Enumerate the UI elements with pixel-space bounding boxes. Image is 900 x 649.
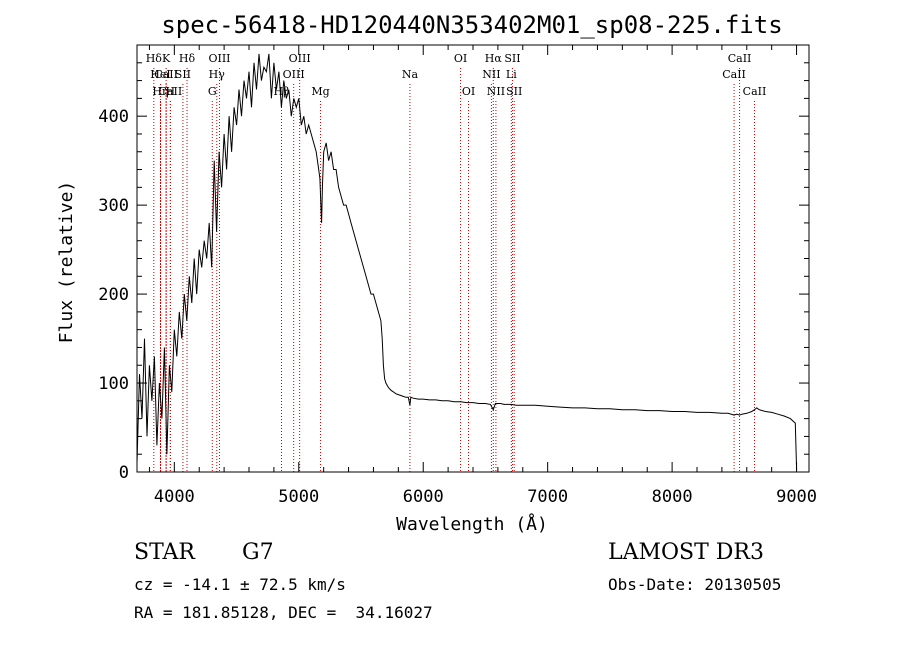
chart-title: spec-56418-HD120440N353402M01_sp08-225.f… [161, 11, 782, 39]
line-label-12: OIII [289, 52, 311, 65]
line-label-13: OIII [283, 68, 305, 81]
x-tick-label-4000: 4000 [154, 487, 195, 507]
redshift-cz: cz = -14.1 ± 72.5 km/s [134, 575, 346, 594]
line-label-15: Mg [311, 85, 329, 98]
y-tick-label-100: 100 [98, 374, 129, 394]
x-axis-label: Wavelength (Å) [396, 513, 548, 535]
y-axis-label: Flux (relative) [56, 181, 77, 344]
line-label-16: Na [402, 68, 419, 81]
line-label-10: Hγ [209, 68, 226, 81]
line-label-7: SII [175, 68, 191, 81]
line-label-0: Hδ [146, 52, 163, 65]
x-tick-label-6000: 6000 [403, 487, 444, 507]
x-tick-label-7000: 7000 [527, 487, 568, 507]
line-label-19: Hα [485, 52, 503, 65]
line-label-24: SII [506, 85, 522, 98]
line-label-18: OI [462, 85, 475, 98]
observation-date: Obs-Date: 20130505 [608, 575, 782, 594]
y-tick-label-300: 300 [98, 196, 129, 216]
y-tick-label-200: 200 [98, 285, 129, 305]
line-label-6: Hδ [179, 52, 196, 65]
object-class: STAR [134, 540, 195, 565]
line-label-11: G [208, 85, 217, 98]
line-label-26: CaII [722, 68, 746, 81]
axis-ticks: 4000 5000 6000 7000 8000 9000 0 100 200 300 400 [98, 45, 817, 507]
x-tick-label-8000: 8000 [652, 487, 693, 507]
line-label-20: NII [482, 68, 500, 81]
x-tick-label-9000: 9000 [776, 487, 817, 507]
line-label-25: CaII [728, 52, 752, 65]
y-tick-label-0: 0 [119, 463, 129, 483]
line-label-9: OIII [208, 52, 230, 65]
line-label-22: SII [504, 52, 520, 65]
spectrum-line [136, 53, 798, 471]
line-label-23: Li [506, 68, 517, 81]
line-label-4: HeI [150, 68, 170, 81]
line-label-5: Hη [152, 85, 168, 98]
line-label-17: OI [454, 52, 467, 65]
y-tick-label-400: 400 [98, 107, 129, 127]
x-tick-label-5000: 5000 [278, 487, 319, 507]
spectrum-chart: spec-56418-HD120440N353402M01_sp08-225.f… [56, 11, 817, 535]
line-label-21: NII [487, 85, 505, 98]
line-label-8: H [166, 85, 176, 98]
ra-dec: RA = 181.85128, DEC = 34.16027 [134, 603, 433, 622]
subclass: G7 [242, 540, 274, 565]
line-label-27: CaII [743, 85, 767, 98]
line-label-3: K [162, 52, 171, 65]
survey-name: LAMOST DR3 [608, 540, 764, 565]
line-label-2: CaII [159, 85, 183, 98]
